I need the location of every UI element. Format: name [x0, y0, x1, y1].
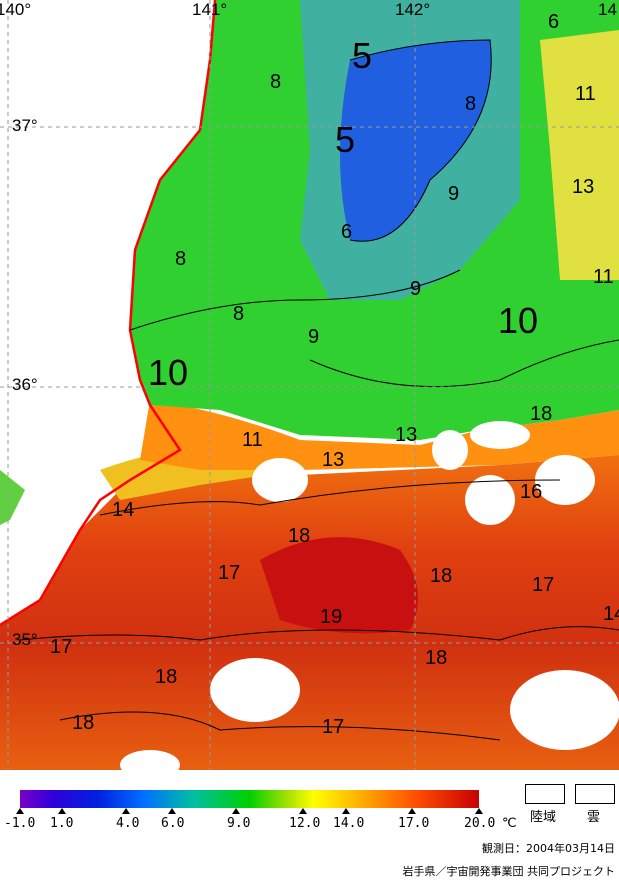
coldest-water-region — [340, 40, 492, 242]
observation-date: 観測日：2004年03月14日 — [482, 842, 615, 855]
isotherm-label: 5 — [335, 119, 355, 160]
scale-tick — [122, 808, 130, 814]
temperature-color-scale — [20, 790, 479, 808]
isotherm-label: 10 — [148, 352, 188, 393]
isotherm-label: 6 — [548, 11, 559, 33]
scale-tick — [299, 808, 307, 814]
latitude-label: 37° — [12, 116, 38, 135]
isotherm-label: 5 — [352, 35, 372, 76]
isotherm-label: 8 — [465, 93, 476, 115]
isotherm-label: 17 — [532, 574, 554, 596]
scale-tick — [168, 808, 176, 814]
coastline — [0, 0, 217, 627]
credit-line: 岩手県／宇宙開発事業団 共同プロジェクト — [402, 865, 616, 878]
cloud-label: 雲 — [587, 810, 601, 825]
scale-tick — [342, 808, 350, 814]
isotherm-label: 18 — [155, 666, 177, 688]
isotherm-labels: 5 5 6 8 8 8 8 9 9 9 10 10 11 11 13 13 13… — [50, 11, 619, 738]
scale-tick-label: 12.0 — [289, 816, 321, 831]
isotherm-label: 18 — [430, 565, 452, 587]
legend: -1.0 1.0 4.0 6.0 9.0 12.0 14.0 17.0 20.0… — [0, 770, 619, 881]
scale-tick — [408, 808, 416, 814]
cloud-cover — [120, 421, 619, 770]
unit-label: ℃ — [502, 816, 517, 831]
scale-tick-label: 14.0 — [333, 816, 365, 831]
isotherm-label: 17 — [322, 716, 344, 738]
isotherm-label: 18 — [530, 403, 552, 425]
isotherm-label: 13 — [572, 176, 594, 198]
core-19-region — [260, 537, 418, 634]
scale-tick-label: 4.0 — [116, 816, 140, 831]
isotherm-label: 17 — [218, 562, 240, 584]
latitude-label: 35° — [12, 630, 38, 649]
sea-surface-temperature-map: 5 5 6 8 8 8 8 9 9 9 10 10 11 11 13 13 13… — [0, 0, 619, 770]
scale-tick-label: 20.0 — [464, 816, 496, 831]
isotherm-lines — [19, 39, 619, 741]
scale-tick — [475, 808, 483, 814]
isotherm-label: 18 — [425, 647, 447, 669]
isotherm-label: 9 — [410, 278, 421, 300]
isotherm-label: 11 — [593, 266, 614, 288]
land-swatch — [525, 784, 565, 804]
isotherm-label: 11 — [242, 429, 263, 451]
scale-tick — [16, 808, 24, 814]
graticule — [0, 0, 619, 770]
longitude-label: 142° — [395, 0, 431, 19]
isotherm-label: 10 — [498, 300, 538, 341]
scale-tick — [58, 808, 66, 814]
longitude-label: 140° — [0, 0, 32, 19]
isotherm-label: 19 — [320, 606, 342, 628]
scale-tick-label: 6.0 — [161, 816, 185, 831]
scale-tick-label: 9.0 — [227, 816, 251, 831]
isotherm-label: 13 — [395, 424, 417, 446]
isotherm-label: 14 — [603, 603, 619, 625]
isotherm-label: 8 — [175, 248, 186, 270]
isotherm-label: 13 — [322, 449, 344, 471]
isotherm-label: 18 — [288, 525, 310, 547]
front-band — [140, 400, 619, 470]
isotherm-label: 9 — [448, 183, 459, 205]
scale-tick — [232, 808, 240, 814]
isotherm-label: 14 — [112, 499, 134, 521]
cloud-swatch — [575, 784, 615, 804]
isotherm-label: 17 — [50, 636, 72, 658]
sst-map-canvas: 5 5 6 8 8 8 8 9 9 9 10 10 11 11 13 13 13… — [0, 0, 619, 770]
isotherm-label: 18 — [72, 712, 94, 734]
isotherm-label: 11 — [575, 83, 596, 105]
isotherm-label: 16 — [520, 481, 542, 503]
isotherm-label: 8 — [233, 303, 244, 325]
scale-tick-label: 1.0 — [50, 816, 74, 831]
isotherm-label: 6 — [341, 221, 352, 243]
scale-tick-label: 17.0 — [398, 816, 430, 831]
land-label: 陸域 — [530, 810, 557, 825]
warm-eddy-region — [540, 30, 619, 280]
scale-tick-label: -1.0 — [4, 816, 36, 831]
isotherm-label: 9 — [308, 326, 319, 348]
longitude-label: 141° — [192, 0, 228, 19]
isotherm-label: 8 — [270, 71, 281, 93]
latitude-label: 36° — [12, 375, 38, 394]
longitude-label: 14 — [598, 0, 617, 19]
bay-water — [0, 470, 25, 525]
